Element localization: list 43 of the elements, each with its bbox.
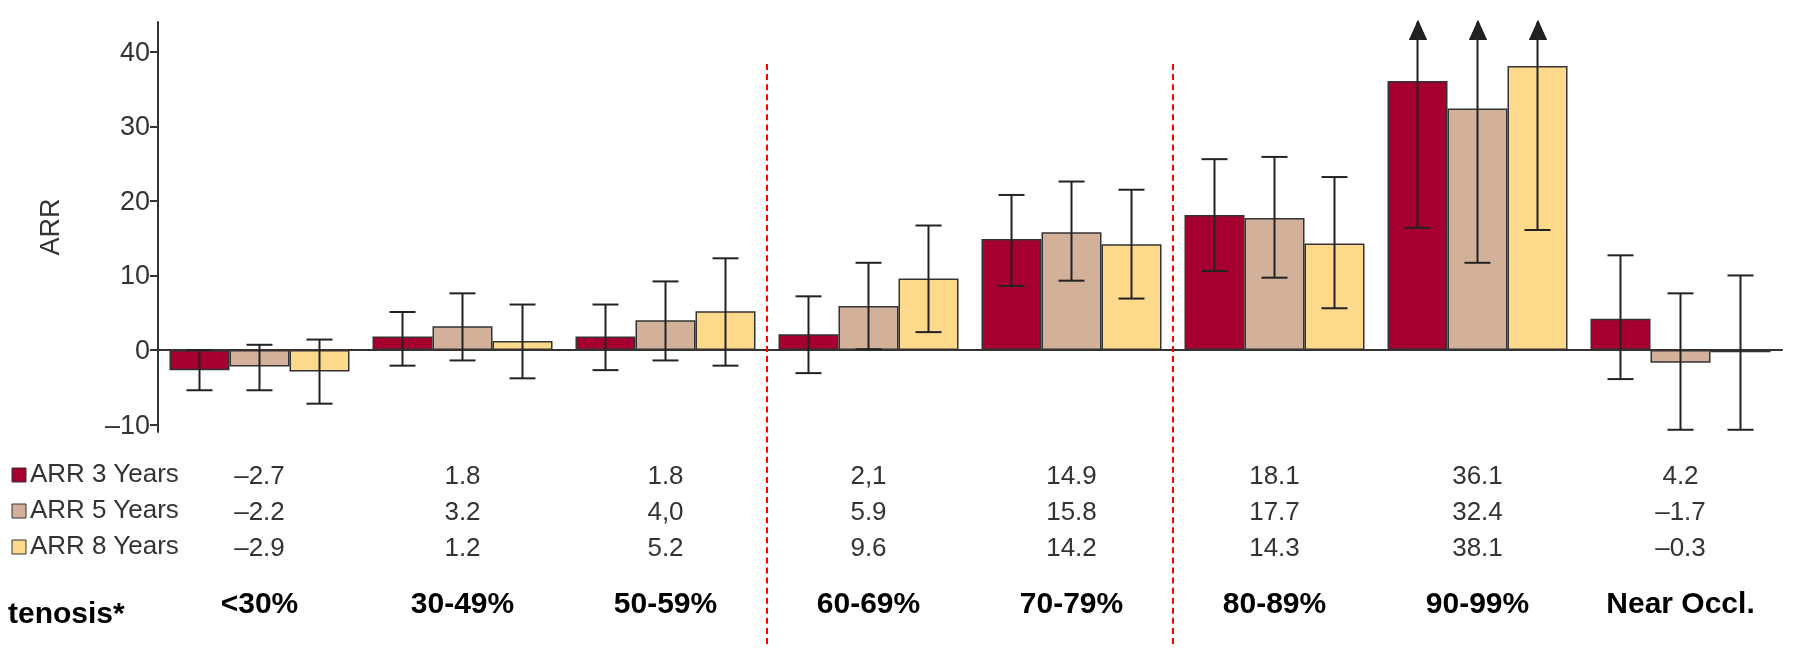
x-tick-label: 60-69% xyxy=(816,585,921,619)
x-tick-label: Near Occl. xyxy=(1606,585,1755,619)
legend-label: ARR 8 Years xyxy=(30,530,179,560)
y-tick-label: 30 xyxy=(119,111,150,142)
data-label: 1.2 xyxy=(444,532,481,562)
data-label: 4,0 xyxy=(647,496,684,526)
x-tick-label: 50-59% xyxy=(613,585,718,619)
x-tick-label: 30-49% xyxy=(410,585,515,619)
data-label: 14.9 xyxy=(1046,460,1097,490)
data-label: 5.9 xyxy=(850,496,887,526)
y-tick-label: 10 xyxy=(119,260,150,291)
data-label: –0.3 xyxy=(1655,532,1706,562)
data-label: 14.2 xyxy=(1046,532,1097,562)
y-tick-label: 0 xyxy=(134,335,150,365)
x-tick-label: 70-79% xyxy=(1019,585,1124,619)
data-label: 2,1 xyxy=(850,460,887,490)
y-axis-title: ARR xyxy=(34,198,65,256)
data-label: 3.2 xyxy=(444,496,481,526)
data-label: –2.2 xyxy=(234,496,285,526)
data-label: 36.1 xyxy=(1452,460,1503,490)
data-label: 1.8 xyxy=(444,460,481,490)
data-label: 14.3 xyxy=(1249,532,1300,562)
data-label: 38.1 xyxy=(1452,532,1503,562)
data-label: 17.7 xyxy=(1249,496,1300,526)
data-label: 18.1 xyxy=(1249,460,1300,490)
data-label: 5.2 xyxy=(647,532,684,562)
x-axis-title: tenosis* xyxy=(8,595,126,629)
y-tick-label: 20 xyxy=(119,185,150,216)
legend-label: ARR 3 Years xyxy=(30,458,179,488)
data-label: 32.4 xyxy=(1452,496,1503,526)
data-label: –1.7 xyxy=(1655,496,1706,526)
data-label: 4.2 xyxy=(1662,460,1699,490)
data-label: –2.7 xyxy=(234,460,285,490)
data-label: –2.9 xyxy=(234,532,285,562)
y-tick-label: 40 xyxy=(119,36,150,67)
x-tick-label: <30% xyxy=(220,585,299,619)
x-tick-label: 80-89% xyxy=(1222,585,1327,619)
legend-label: ARR 5 Years xyxy=(30,494,179,524)
data-label: 15.8 xyxy=(1046,496,1097,526)
x-tick-label: 90-99% xyxy=(1425,585,1530,619)
y-tick-label: –10 xyxy=(104,409,150,440)
data-label: 9.6 xyxy=(850,532,887,562)
data-label: 1.8 xyxy=(647,460,684,490)
